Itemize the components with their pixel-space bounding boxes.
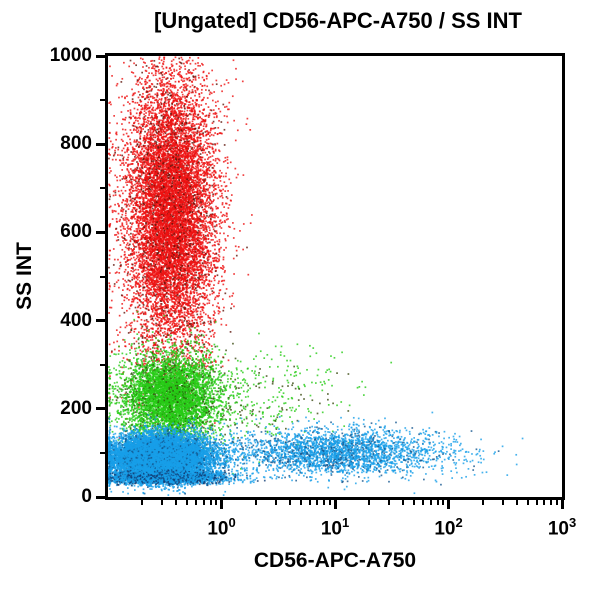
x-tick-label: 100 (207, 515, 236, 540)
x-major-tick (220, 500, 223, 509)
x-minor-tick (402, 500, 405, 505)
x-minor-tick (429, 500, 432, 505)
y-tick-label: 400 (60, 309, 92, 331)
y-major-tick (96, 54, 105, 58)
x-tick-label: 102 (434, 515, 463, 540)
y-tick-label: 800 (60, 133, 92, 155)
y-tick-label: 1000 (49, 45, 92, 66)
y-minor-tick (100, 363, 105, 366)
y-minor-tick (100, 187, 105, 190)
x-minor-tick (501, 500, 504, 505)
x-tick-label: 103 (547, 515, 577, 540)
x-minor-tick (209, 500, 212, 505)
x-minor-tick (254, 500, 257, 505)
x-minor-tick (535, 500, 538, 505)
y-major-tick (96, 495, 105, 499)
y-major-tick (96, 142, 105, 146)
x-minor-tick (368, 500, 371, 505)
x-minor-tick (202, 500, 205, 505)
x-minor-tick (442, 500, 445, 505)
x-minor-tick (175, 500, 178, 505)
x-minor-tick (316, 500, 319, 505)
y-tick-label: 600 (60, 221, 92, 243)
x-minor-tick (436, 500, 439, 505)
y-minor-tick (100, 451, 105, 454)
y-major-tick (96, 230, 105, 234)
x-minor-tick (543, 500, 546, 505)
x-axis-title: CD56-APC-A750 (253, 549, 417, 572)
x-minor-tick (526, 500, 529, 505)
x-minor-tick (515, 500, 518, 505)
x-major-tick (560, 500, 564, 509)
y-tick-label: 200 (60, 397, 92, 419)
x-minor-tick (274, 500, 277, 505)
x-minor-tick (161, 500, 164, 505)
x-minor-tick (328, 500, 331, 505)
x-minor-tick (550, 500, 552, 505)
x-minor-tick (288, 500, 291, 505)
x-major-tick (333, 500, 337, 509)
x-minor-tick (186, 500, 189, 505)
y-minor-tick (100, 275, 105, 278)
x-minor-tick (413, 500, 416, 505)
x-minor-tick (481, 500, 484, 505)
y-tick-label: 0 (81, 486, 92, 507)
plot-title: [Ungated] CD56-APC-A750 / SS INT (154, 8, 522, 33)
x-minor-tick (555, 500, 558, 505)
x-minor-tick (323, 500, 325, 505)
y-major-tick (96, 407, 105, 411)
x-major-tick (447, 500, 450, 509)
x-minor-tick (195, 500, 198, 505)
x-tick-label: 101 (320, 515, 350, 540)
x-minor-tick (308, 500, 311, 505)
y-minor-tick (100, 99, 105, 102)
x-minor-tick (422, 500, 425, 505)
x-minor-tick (299, 500, 302, 505)
y-axis-title: SS INT (13, 242, 36, 310)
x-minor-tick (215, 500, 218, 505)
x-minor-tick (141, 500, 144, 505)
x-minor-tick (388, 500, 391, 505)
y-major-tick (96, 319, 105, 323)
scatter-dot-canvas[interactable] (108, 56, 562, 497)
